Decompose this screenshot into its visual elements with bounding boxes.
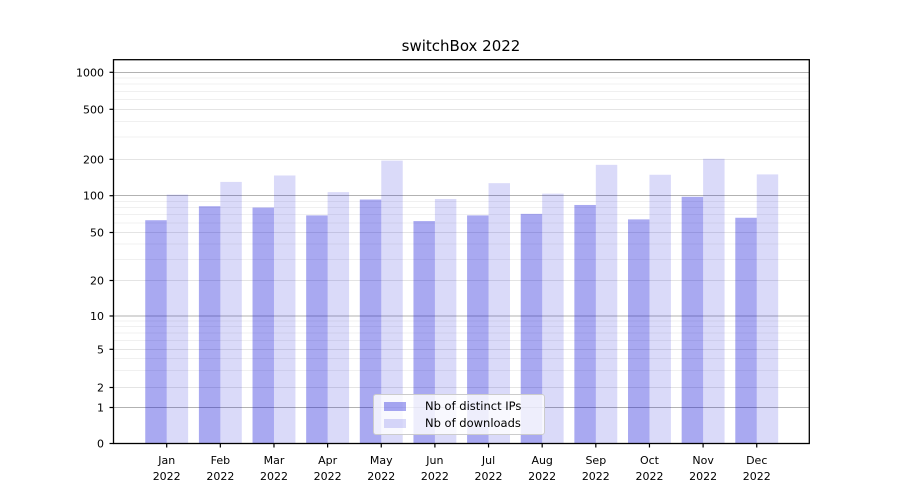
bar-nb-of-downloads-feb — [220, 181, 242, 444]
x-tick-label-month-nov: Nov — [692, 454, 714, 467]
x-tick-label-year-mar: 2022 — [260, 470, 288, 483]
legend-item-distinct-ips: Nb of distinct IPs — [384, 399, 536, 413]
x-tick-label-year-feb: 2022 — [206, 470, 234, 483]
bar-nb-of-downloads-sep — [595, 164, 618, 444]
x-tick-label-year-aug: 2022 — [528, 470, 556, 483]
chart-legend: Nb of distinct IPs Nb of downloads — [373, 394, 545, 435]
bar-nb-of-distinct-ips-oct — [628, 219, 650, 444]
x-tick-label-month-mar: Mar — [264, 454, 285, 467]
legend-label-downloads: Nb of downloads — [425, 416, 521, 430]
bars — [145, 158, 779, 444]
y-tick-label-1: 1 — [97, 402, 104, 415]
bar-nb-of-downloads-nov — [703, 158, 725, 444]
y-tick-label-100: 100 — [83, 190, 104, 203]
y-tick-label-200: 200 — [83, 153, 104, 166]
y-tick-label-5: 5 — [97, 343, 104, 356]
bar-nb-of-distinct-ips-aug — [520, 213, 543, 444]
bar-nb-of-downloads-apr — [327, 192, 350, 444]
x-tick-label-year-nov: 2022 — [689, 470, 717, 483]
bar-nb-of-downloads-mar — [273, 175, 296, 444]
legend-label-distinct-ips: Nb of distinct IPs — [425, 399, 522, 413]
y-axis: 0 1 2 5 10 20 50 100 200 500 1000 — [76, 66, 114, 451]
x-tick-label-month-feb: Feb — [211, 454, 230, 467]
x-tick-label-year-apr: 2022 — [314, 470, 342, 483]
x-tick-label-month-jan: Jan — [157, 454, 175, 467]
bar-nb-of-distinct-ips-sep — [574, 204, 596, 444]
plot-border — [112, 59, 810, 445]
x-tick-label-year-dec: 2022 — [743, 470, 771, 483]
x-tick-label-month-jun: Jun — [425, 454, 443, 467]
x-tick-label-month-sep: Sep — [585, 454, 606, 467]
bar-nb-of-downloads-jun — [434, 198, 457, 444]
bar-nb-of-downloads-aug — [542, 193, 564, 444]
x-tick-label-month-apr: Apr — [318, 454, 338, 467]
x-tick-label-year-jul: 2022 — [475, 470, 503, 483]
chart-title: switchBox 2022 — [401, 37, 521, 55]
x-tick-label-month-oct: Oct — [640, 454, 660, 467]
x-tick-label-year-jan: 2022 — [153, 470, 181, 483]
bar-nb-of-distinct-ips-mar — [252, 207, 274, 444]
bar-nb-of-distinct-ips-jul — [467, 215, 489, 444]
bar-nb-of-distinct-ips-apr — [306, 215, 328, 444]
x-tick-label-month-dec: Dec — [746, 454, 767, 467]
bar-nb-of-distinct-ips-feb — [198, 206, 221, 444]
y-tick-label-20: 20 — [90, 275, 104, 288]
bar-nb-of-distinct-ips-jan — [145, 220, 167, 444]
x-tick-label-year-sep: 2022 — [582, 470, 610, 483]
bar-nb-of-distinct-ips-jun — [413, 221, 435, 444]
bar-nb-of-downloads-dec — [756, 174, 779, 444]
gridlines — [113, 71, 810, 408]
bar-nb-of-downloads-jul — [488, 183, 510, 444]
legend-swatch-distinct-ips — [384, 401, 406, 411]
legend-item-downloads: Nb of downloads — [384, 416, 536, 430]
x-tick-label-month-jul: Jul — [481, 454, 495, 467]
y-tick-label-50: 50 — [90, 227, 104, 240]
x-axis: Jan 2022 Feb 2022 Mar 2022 Apr 2022 May 2022 Jun 20… — [153, 443, 771, 483]
y-tick-label-1000: 1000 — [76, 66, 104, 79]
bar-nb-of-distinct-ips-may — [359, 199, 382, 444]
x-tick-label-month-may: May — [370, 454, 393, 467]
x-tick-label-year-jun: 2022 — [421, 470, 449, 483]
x-tick-label-year-oct: 2022 — [635, 470, 663, 483]
bar-nb-of-downloads-jan — [166, 194, 189, 444]
x-tick-label-year-may: 2022 — [367, 470, 395, 483]
y-tick-label-0: 0 — [97, 438, 104, 451]
y-tick-label-500: 500 — [83, 103, 104, 116]
bar-nb-of-distinct-ips-nov — [681, 196, 704, 444]
bar-nb-of-downloads-may — [381, 160, 403, 444]
bar-nb-of-distinct-ips-dec — [735, 217, 757, 444]
legend-swatch-downloads — [384, 418, 406, 428]
x-tick-label-month-aug: Aug — [531, 454, 552, 467]
y-tick-label-2: 2 — [97, 382, 104, 395]
y-tick-label-10: 10 — [90, 310, 104, 323]
bar-nb-of-downloads-oct — [649, 174, 671, 444]
